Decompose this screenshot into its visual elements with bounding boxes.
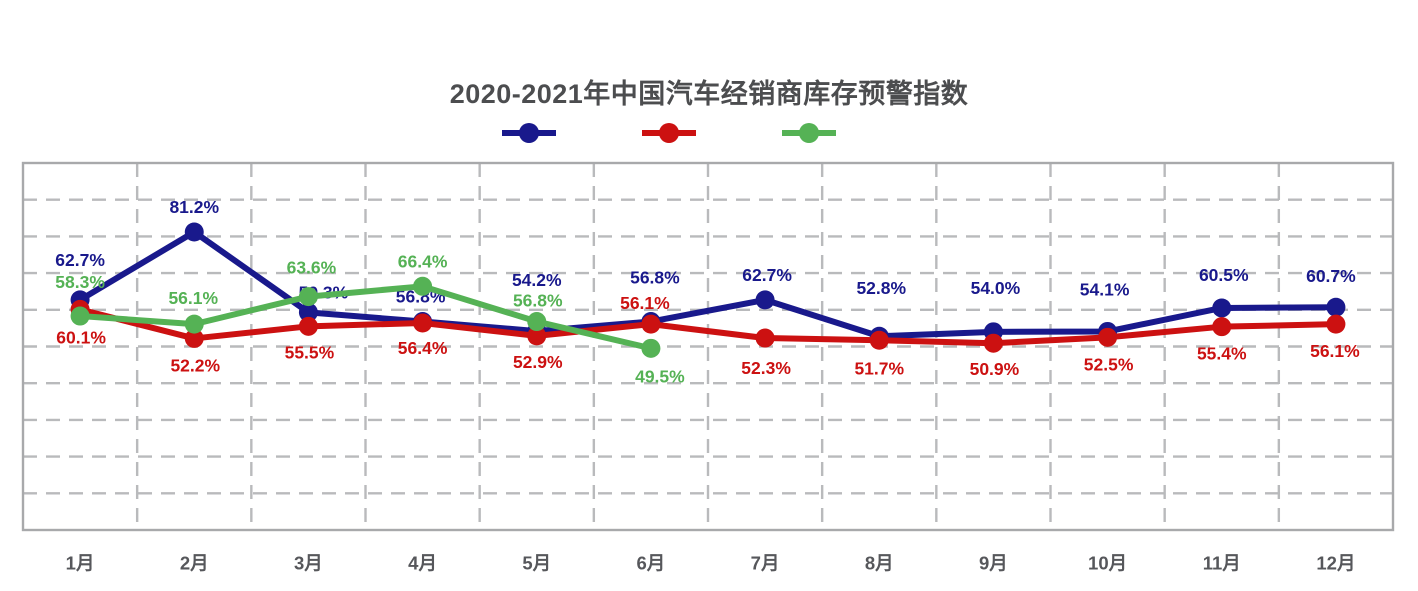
series-red-value-label-3月: 55.5% (285, 342, 335, 362)
legend-item-series-blue (502, 119, 636, 147)
x-axis-label-2月: 2月 (180, 553, 209, 574)
series-blue-value-label-11月: 60.5% (1199, 265, 1249, 285)
series-green-value-label-1月: 58.3% (55, 272, 105, 292)
series-blue-legend-marker-icon (502, 119, 556, 147)
series-red-value-label-6月: 56.1% (620, 293, 670, 313)
series-green-value-label-4月: 66.4% (398, 251, 448, 271)
series-blue-value-label-6月: 56.8% (630, 268, 680, 288)
series-blue-point-7月 (755, 290, 775, 310)
x-axis-label-11月: 11月 (1203, 553, 1241, 574)
series-green: 58.3% 56.1% 63.6% 66.4% 56.8% 49.5% (55, 251, 685, 386)
series-green-point-3月 (298, 287, 318, 307)
x-axis-label-9月: 9月 (979, 553, 1008, 574)
chart-title: 2020-2021年中国汽车经销商库存预警指数 (449, 79, 969, 109)
series-red-value-label-7月: 52.3% (741, 358, 791, 378)
series-blue-value-label-2月: 81.2% (169, 197, 219, 217)
series-red-point-7月 (755, 328, 775, 348)
series-red: 60.1% 52.2% 55.5% 56.4% 52.9% 56.1% 52.3% 51.7%… (56, 293, 1360, 379)
legend-item-series-red (642, 119, 776, 147)
series-green-value-label-6月: 49.5% (635, 366, 685, 386)
x-axis-labels: 1月 2月 3月 4月 5月 6月 7月 8月 9月 10月 11月 12月 (66, 553, 1356, 574)
series-green-value-label-5月: 56.8% (513, 291, 563, 311)
series-blue-value-label-12月: 60.7% (1306, 266, 1356, 286)
series-blue-value-label-1月: 62.7% (55, 250, 105, 270)
series-blue-value-label-8月: 52.8% (856, 278, 906, 298)
series-red-point-9月 (983, 333, 1003, 353)
series-green-point-1月 (70, 306, 90, 326)
series-blue-value-label-10月: 54.1% (1080, 279, 1130, 299)
series-red-point-2月 (184, 328, 204, 348)
series-blue-point-2月 (184, 222, 204, 242)
series-blue-value-label-7月: 62.7% (742, 265, 792, 285)
series-blue-point-12月 (1326, 297, 1346, 317)
series-green-point-5月 (527, 312, 547, 332)
series-red-line (77, 306, 1339, 347)
x-axis-label-6月: 6月 (637, 553, 666, 574)
series-green-value-label-3月: 63.6% (287, 258, 337, 278)
x-axis-label-4月: 4月 (408, 553, 437, 574)
legend-item-series-green (782, 119, 916, 147)
series-red-value-label-5月: 52.9% (513, 352, 563, 372)
series-red-point-4月 (413, 313, 433, 333)
series-red-point-5月 (527, 326, 547, 346)
x-axis-label-1月: 1月 (66, 553, 95, 574)
x-axis-label-5月: 5月 (522, 553, 551, 574)
series-green-point-4月 (413, 276, 433, 296)
series-red-value-label-9月: 50.9% (970, 359, 1020, 379)
series-red-legend-marker-icon (642, 119, 696, 147)
series-red-point-11月 (1212, 317, 1232, 337)
x-axis-label-10月: 10月 (1088, 553, 1127, 574)
chart-legend (0, 119, 1418, 147)
x-axis-label-7月: 7月 (751, 553, 780, 574)
x-axis-label-8月: 8月 (865, 553, 894, 574)
x-axis-label-12月: 12月 (1316, 553, 1355, 574)
series-red-value-label-2月: 52.2% (170, 355, 220, 375)
series-red-value-label-12月: 56.1% (1310, 341, 1360, 361)
series-red-point-6月 (641, 314, 661, 334)
series-blue-point-3月 (298, 302, 318, 322)
series-red-value-label-11月: 55.4% (1197, 344, 1247, 364)
series-blue-value-label-5月: 54.2% (512, 270, 562, 290)
series-red-point-10月 (1098, 327, 1118, 347)
series-red-point-8月 (869, 330, 889, 350)
series-blue-point-11月 (1212, 298, 1232, 318)
series-red-value-label-8月: 51.7% (854, 358, 904, 378)
gridlines (23, 163, 1393, 530)
plot-border (21, 161, 1395, 532)
x-axis-label-3月: 3月 (294, 553, 323, 574)
series-red-value-label-4月: 56.4% (398, 338, 448, 358)
series-green-point-6月 (641, 338, 661, 358)
series-green-legend-marker-icon (782, 119, 836, 147)
series-blue-value-label-9月: 54.0% (971, 278, 1021, 298)
series-green-value-label-2月: 56.1% (168, 288, 218, 308)
series-red-value-label-10月: 52.5% (1084, 354, 1134, 374)
series-green-line (77, 283, 654, 352)
series-red-point-3月 (298, 316, 318, 336)
series-red-point-12月 (1326, 314, 1346, 334)
series-red-value-label-1月: 60.1% (56, 327, 106, 347)
series-green-point-2月 (184, 314, 204, 334)
